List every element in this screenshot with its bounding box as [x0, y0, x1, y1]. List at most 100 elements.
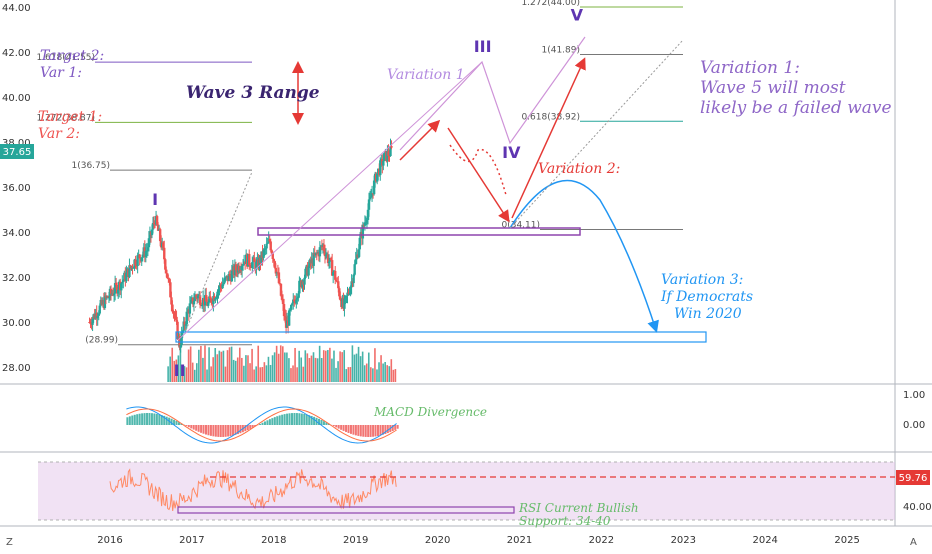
macd-hist-bar: [131, 416, 133, 425]
candle-body: [122, 280, 124, 282]
rsi-tick-40: 40.00: [903, 502, 932, 513]
macd-hist-bar: [146, 413, 148, 425]
volume-bar: [296, 367, 298, 382]
volume-bar: [237, 357, 239, 382]
macd-hist-bar: [239, 425, 241, 433]
volume-bar: [196, 363, 198, 382]
wave-label: V: [571, 6, 584, 25]
macd-hist-bar: [166, 417, 168, 425]
macd-hist-bar: [289, 413, 291, 425]
macd-hist-bar: [151, 413, 153, 425]
macd-hist-bar: [348, 425, 350, 433]
volume-bar: [309, 358, 311, 382]
macd-panel: [126, 407, 398, 443]
rsi-label-2: Support: 34-40: [519, 514, 611, 528]
support-box: [176, 332, 706, 342]
macd-hist-bar: [126, 417, 128, 425]
volume-bar: [274, 352, 276, 382]
macd-hist-bar: [230, 425, 232, 436]
wave-label: III: [474, 37, 492, 56]
candle-body: [189, 303, 191, 313]
y-tick-label: 40.00: [2, 93, 31, 104]
volume-bar: [384, 362, 386, 382]
macd-hist-bar: [296, 413, 298, 425]
volume-bar: [272, 355, 274, 382]
volume-bar: [198, 350, 200, 382]
macd-hist-bar: [220, 425, 222, 437]
y-tick-label: 42.00: [2, 48, 31, 59]
volume-bar: [268, 357, 270, 382]
macd-hist-bar: [144, 413, 146, 425]
volume-bar: [393, 370, 395, 382]
volume-bar: [345, 369, 347, 382]
volume-bar: [280, 345, 282, 382]
volume-bar: [190, 346, 192, 382]
macd-hist-bar: [136, 414, 138, 425]
y-tick-label: 36.00: [2, 183, 31, 194]
volume-bar: [335, 368, 337, 382]
variation2-up-arrow: [400, 122, 438, 160]
macd-hist-bar: [200, 425, 202, 433]
x-year-label: 2017: [179, 535, 204, 546]
macd-hist-bar: [158, 414, 160, 425]
volume-bar: [227, 350, 229, 382]
volume-bar: [307, 353, 309, 382]
volume-bar: [395, 369, 397, 382]
volume-bar: [225, 367, 227, 382]
candle-body: [138, 255, 140, 259]
macd-hist-bar: [156, 414, 158, 425]
macd-hist-bar: [264, 421, 266, 425]
corner-left-icon[interactable]: Z: [6, 537, 13, 548]
variation1-note-3: likely be a failed wave: [700, 98, 892, 118]
corner-right-icon[interactable]: A: [910, 537, 917, 548]
macd-hist-bar: [350, 425, 352, 434]
macd-hist-bar: [129, 416, 131, 425]
macd-hist-bar: [176, 421, 178, 425]
wave-label: II: [174, 361, 186, 380]
volume-bar: [294, 348, 296, 382]
volume-bar: [290, 368, 292, 382]
fib-label: 0(34.11): [501, 221, 540, 231]
macd-tick-0: 0.00: [903, 420, 925, 431]
volume-bar: [337, 361, 339, 382]
volume-bar: [276, 346, 278, 382]
volume-bar: [292, 365, 294, 382]
macd-hist-bar: [370, 425, 372, 437]
volume-bar: [339, 351, 341, 382]
volume-bar: [210, 366, 212, 382]
volume-bar: [249, 363, 251, 382]
candle-body: [186, 312, 188, 325]
x-year-label: 2020: [425, 535, 450, 546]
volume-bar: [378, 362, 380, 382]
volume-bar: [212, 357, 214, 382]
macd-hist-bar: [207, 425, 209, 435]
volume-bar: [202, 358, 204, 382]
macd-hist-bar: [269, 419, 271, 425]
volume-bar: [350, 367, 352, 382]
macd-hist-bar: [139, 414, 141, 425]
volume-bar: [370, 367, 372, 382]
macd-hist-bar: [148, 413, 150, 425]
volume-bar: [204, 345, 206, 382]
volume-bar: [206, 370, 208, 382]
volume-bar: [341, 352, 343, 382]
macd-hist-bar: [357, 425, 359, 436]
macd-hist-bar: [387, 425, 389, 433]
macd-hist-bar: [190, 425, 192, 428]
volume-bar: [315, 358, 317, 382]
macd-hist-bar: [365, 425, 367, 437]
macd-hist-bar: [377, 425, 379, 436]
macd-hist-bar: [291, 413, 293, 425]
macd-hist-bar: [298, 413, 300, 425]
macd-hist-bar: [203, 425, 205, 434]
target1-label: Target 1:: [38, 109, 102, 125]
volume-bar: [282, 346, 284, 382]
macd-hist-bar: [335, 425, 337, 427]
volume-bar: [386, 365, 388, 382]
candle-body: [270, 241, 272, 250]
macd-hist-bar: [210, 425, 212, 436]
y-tick-label: 28.00: [2, 363, 31, 374]
macd-hist-bar: [195, 425, 197, 431]
macd-hist-bar: [360, 425, 362, 436]
